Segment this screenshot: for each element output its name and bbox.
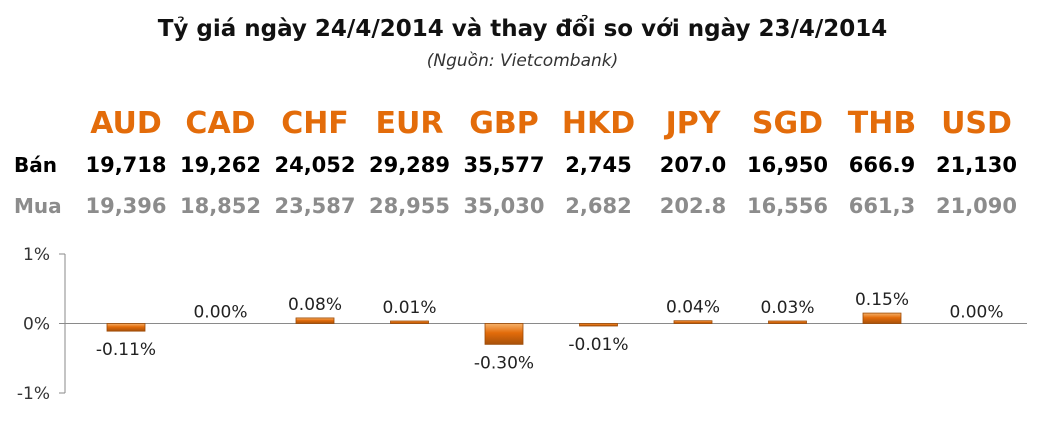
currency-sgd: SGD	[751, 106, 824, 141]
currency-hkd: HKD	[561, 106, 636, 141]
bar-gbp	[484, 323, 524, 345]
currency-jpy: JPY	[665, 106, 721, 141]
buy-row-label: Mua	[14, 194, 62, 218]
buy-rate-hkd: 2,682	[565, 194, 632, 218]
sell-rate-chf: 24,052	[274, 153, 356, 177]
buy-rate-eur: 28,955	[368, 194, 451, 218]
sell-rate-aud: 19,718	[85, 153, 167, 177]
bar-eur	[390, 320, 429, 324]
chart-source: (Nguồn: Vietcombank)	[426, 51, 619, 71]
data-label-hkd: -0.01%	[568, 335, 628, 355]
data-label-jpy: 0.04%	[666, 298, 720, 318]
change-chart: 1% 0% -1% -0.11% 0.00% 0.08% 0.01% -0.30% -0.01%…	[17, 245, 1027, 404]
sell-rate-usd: 21,130	[935, 153, 1018, 177]
bar-sgd	[768, 320, 807, 324]
currency-eur: EUR	[375, 106, 444, 141]
data-label-chf: 0.08%	[288, 295, 342, 315]
buy-rate-usd: 21,090	[935, 194, 1018, 218]
buy-rate-thb: 661,3	[848, 194, 916, 218]
currency-gbp: GBP	[469, 106, 539, 141]
bar-aud	[106, 323, 146, 332]
sell-rate-eur: 29,289	[368, 153, 451, 177]
data-label-sgd: 0.03%	[760, 298, 814, 318]
data-label-gbp: -0.30%	[474, 353, 534, 373]
buy-rate-cad: 18,852	[179, 194, 262, 218]
data-label-eur: 0.01%	[382, 298, 436, 318]
sell-rate-sgd: 16,950	[746, 153, 829, 177]
sell-rate-jpy: 207.0	[659, 153, 727, 177]
y-tick-label: -1%	[17, 384, 50, 404]
currency-thb: THB	[847, 106, 917, 141]
currency-usd: USD	[941, 106, 1012, 141]
sell-row-label: Bán	[14, 153, 57, 177]
bar-hkd	[579, 323, 618, 327]
currency-cad: CAD	[185, 106, 256, 141]
y-tick-label: 0%	[23, 315, 50, 335]
buy-rate-sgd: 16,556	[746, 194, 829, 218]
buy-rate-gbp: 35,030	[463, 194, 545, 218]
data-label-usd: 0.00%	[949, 303, 1003, 323]
data-label-cad: 0.00%	[193, 303, 247, 323]
buy-rate-chf: 23,587	[274, 194, 356, 218]
bar-thb	[862, 312, 902, 324]
sell-rate-hkd: 2,745	[565, 153, 632, 177]
data-label-aud: -0.11%	[96, 340, 156, 360]
sell-rate-cad: 19,262	[179, 153, 262, 177]
buy-rate-jpy: 202.8	[659, 194, 727, 218]
chart-title: Tỷ giá ngày 24/4/2014 và thay đổi so với…	[157, 16, 888, 42]
currency-chf: CHF	[281, 106, 349, 141]
sell-rate-gbp: 35,577	[463, 153, 545, 177]
bar-chf	[295, 317, 335, 324]
buy-rate-aud: 19,396	[85, 194, 167, 218]
currency-aud: AUD	[90, 106, 162, 141]
bar-jpy	[673, 320, 713, 324]
data-label-thb: 0.15%	[855, 290, 909, 310]
y-tick-label: 1%	[23, 245, 50, 265]
sell-rate-thb: 666.9	[848, 153, 916, 177]
